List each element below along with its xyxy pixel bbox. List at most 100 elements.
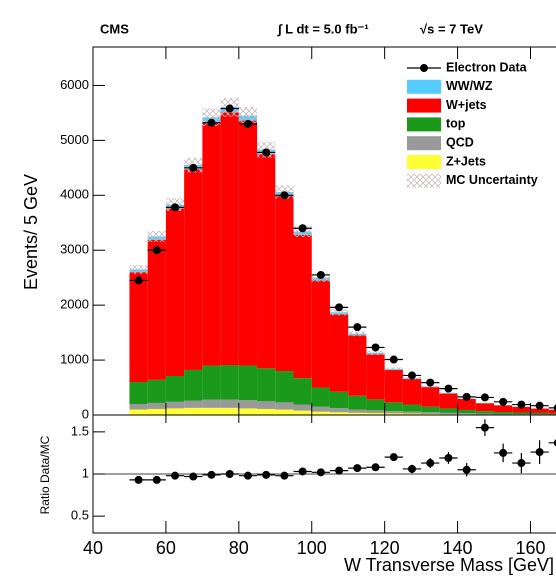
data-point	[152, 246, 161, 255]
data-point	[189, 163, 198, 172]
x-axis-title: W Transverse Mass [GeV]	[344, 555, 554, 575]
stack-segment	[384, 413, 403, 415]
ratio-point	[171, 471, 180, 480]
stack-segment	[366, 354, 385, 400]
stack-segment	[238, 120, 258, 366]
mc-uncertainty	[238, 106, 258, 125]
experiment: CMS	[100, 21, 129, 36]
stack-segment	[238, 408, 258, 415]
data-point	[480, 393, 489, 402]
legend-swatch	[407, 136, 441, 151]
ratio-axis-title: Ratio Data/MC	[38, 435, 52, 514]
stack-segment	[348, 395, 367, 410]
stack-segment	[220, 399, 239, 408]
y-tick-label: 1000	[60, 352, 89, 367]
stack-segment	[475, 411, 495, 414]
data-point	[371, 343, 380, 352]
stack-segment	[366, 413, 385, 415]
data-point	[171, 203, 180, 212]
stack-segment	[202, 399, 221, 408]
legend-swatch	[407, 98, 441, 113]
stack-segment	[238, 365, 258, 401]
data-point	[280, 191, 289, 200]
stack-segment	[129, 272, 148, 383]
ratio-point	[553, 439, 556, 447]
stack-segment	[457, 413, 476, 415]
mc-uncertainty	[366, 351, 385, 355]
stack-segment	[329, 314, 349, 392]
stack-segment	[329, 408, 349, 413]
stack-segment	[421, 412, 440, 414]
stack-segment	[293, 234, 312, 379]
y-tick-label: 0	[82, 406, 89, 421]
stack-segment	[202, 122, 221, 366]
stack-segment	[184, 407, 203, 415]
legend-swatch	[407, 79, 441, 94]
stack-segment	[475, 403, 495, 412]
mc-uncertainty	[348, 331, 367, 337]
stack-segment	[275, 371, 294, 403]
stack-segment	[129, 382, 148, 405]
stack-segment	[494, 411, 513, 414]
stack-segment	[439, 408, 458, 413]
data-point	[262, 148, 271, 157]
ratio-point	[517, 459, 526, 468]
stack-segment	[548, 413, 556, 415]
stack-segment	[147, 408, 166, 415]
stack-segment	[512, 406, 531, 413]
y-tick-label: 6000	[60, 77, 89, 92]
ratio-point	[335, 466, 344, 475]
stack-segment	[348, 335, 367, 396]
data-point	[426, 378, 435, 387]
stack-segment	[384, 402, 403, 412]
mc-uncertainty	[384, 367, 403, 371]
stack-segment	[202, 407, 221, 415]
legend-label: Electron Data	[446, 60, 528, 74]
y-tick-label: 1.5	[71, 423, 89, 438]
stack-segment	[348, 409, 367, 413]
ratio-point	[353, 464, 362, 473]
ratio-point	[189, 472, 198, 481]
stack-segment	[421, 406, 440, 413]
data-point	[407, 371, 416, 380]
stack-segment	[366, 399, 385, 411]
mc-uncertainty	[439, 392, 458, 394]
stack-segment	[494, 413, 513, 415]
data-point	[316, 270, 325, 279]
legend-label: Z+Jets	[446, 154, 486, 168]
stack-segment	[439, 412, 458, 415]
data-point	[535, 401, 544, 410]
ratio-point	[535, 448, 544, 457]
ratio-point	[499, 448, 508, 457]
ratio-point	[134, 475, 143, 484]
data-point	[134, 276, 143, 285]
stack-segment	[257, 408, 276, 415]
stack-segment	[275, 409, 294, 415]
stack-segment	[165, 401, 185, 409]
ratio-point	[225, 470, 234, 478]
stack-segment	[402, 379, 422, 405]
stack-segment	[293, 404, 312, 411]
ratio-point	[152, 475, 161, 484]
stack-segment	[384, 411, 403, 414]
ratio-point	[480, 423, 489, 432]
stack-segment	[220, 365, 239, 400]
stack-segment	[329, 391, 349, 409]
y-tick-label: 3000	[60, 242, 89, 257]
x-tick-label: 140	[443, 538, 473, 558]
x-tick-label: 40	[83, 538, 103, 558]
ratio-point	[462, 465, 471, 474]
stack-segment	[494, 405, 513, 412]
data-point	[444, 384, 453, 393]
stack-segment	[311, 387, 330, 407]
legend-label: WW/WZ	[446, 79, 493, 93]
ratio-point	[207, 470, 216, 479]
data-point	[553, 404, 556, 412]
ratio-point	[389, 453, 398, 462]
stack-segment	[257, 401, 276, 409]
mc-uncertainty	[129, 265, 148, 274]
legend-swatch	[407, 173, 441, 188]
data-point	[389, 355, 398, 364]
stack-segment	[311, 280, 330, 388]
